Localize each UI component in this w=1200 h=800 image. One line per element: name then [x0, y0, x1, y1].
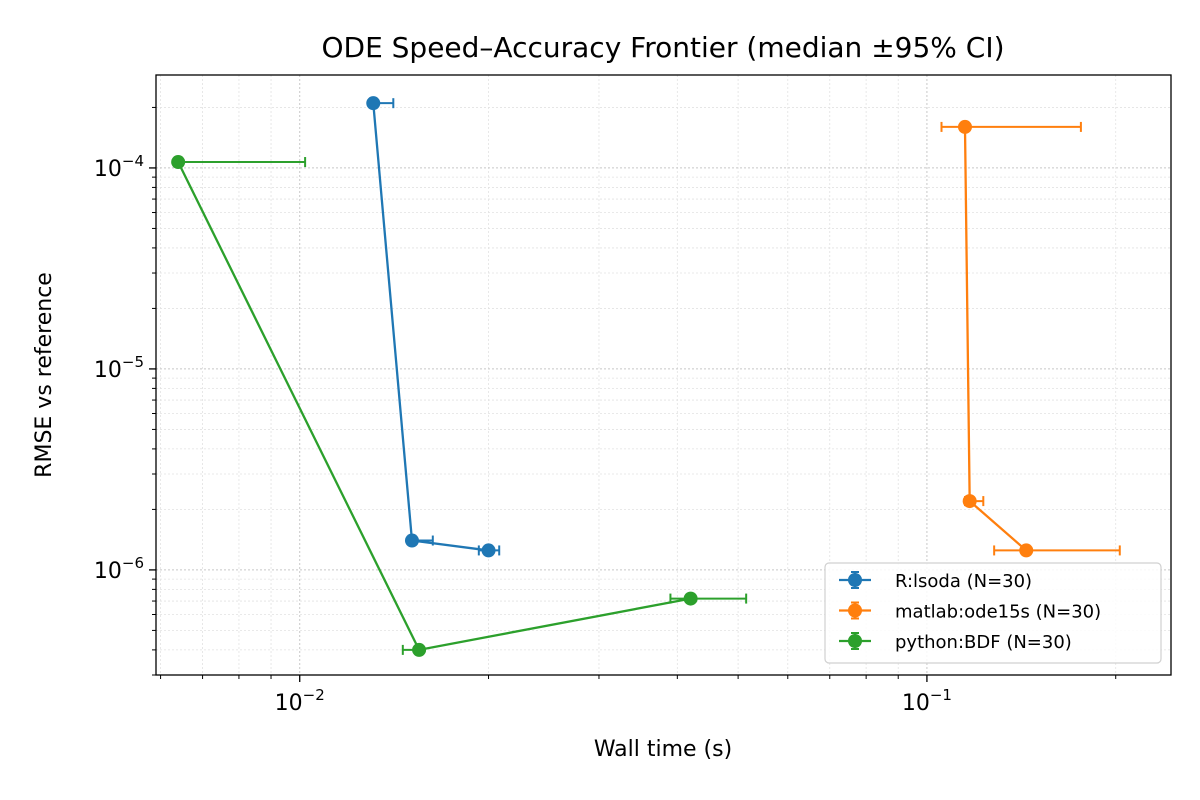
- y-axis-label: RMSE vs reference: [32, 272, 57, 478]
- data-point-matlab-ode15s: [962, 494, 977, 509]
- legend-label: python:BDF (N=30): [895, 632, 1072, 653]
- legend-marker: [848, 603, 862, 618]
- x-tick-label: 10−1: [902, 686, 952, 716]
- data-point-r-lsoda: [481, 543, 496, 558]
- data-point-python-bdf: [683, 591, 698, 606]
- y-tick-label: 10−5: [94, 353, 144, 383]
- legend-label: matlab:ode15s (N=30): [895, 602, 1101, 623]
- plot-frame: [155, 74, 1172, 676]
- x-axis-label: Wall time (s): [594, 737, 732, 762]
- x-tick-label: 10−2: [275, 686, 325, 716]
- data-point-matlab-ode15s: [957, 119, 972, 134]
- legend-label: R:lsoda (N=30): [895, 571, 1032, 592]
- legend: R:lsoda (N=30) matlab:ode15s (N=30) python…: [824, 562, 1162, 664]
- data-point-r-lsoda: [404, 533, 419, 548]
- y-tick-label: 10−6: [94, 554, 144, 584]
- data-point-python-bdf: [412, 642, 427, 657]
- y-tick-label: 10−4: [94, 152, 144, 182]
- data-point-python-bdf: [171, 155, 186, 170]
- tick-layer: 10−2 10−1 10−6 10−5 10−4: [94, 106, 1117, 716]
- data-point-matlab-ode15s: [1019, 543, 1034, 558]
- legend-marker: [848, 573, 862, 587]
- marker-layer: [171, 96, 1034, 657]
- legend-box: [824, 562, 1162, 664]
- chart-title: ODE Speed–Accuracy Frontier (median ±95%…: [321, 31, 1004, 64]
- data-point-r-lsoda: [366, 96, 381, 111]
- legend-marker: [848, 634, 862, 648]
